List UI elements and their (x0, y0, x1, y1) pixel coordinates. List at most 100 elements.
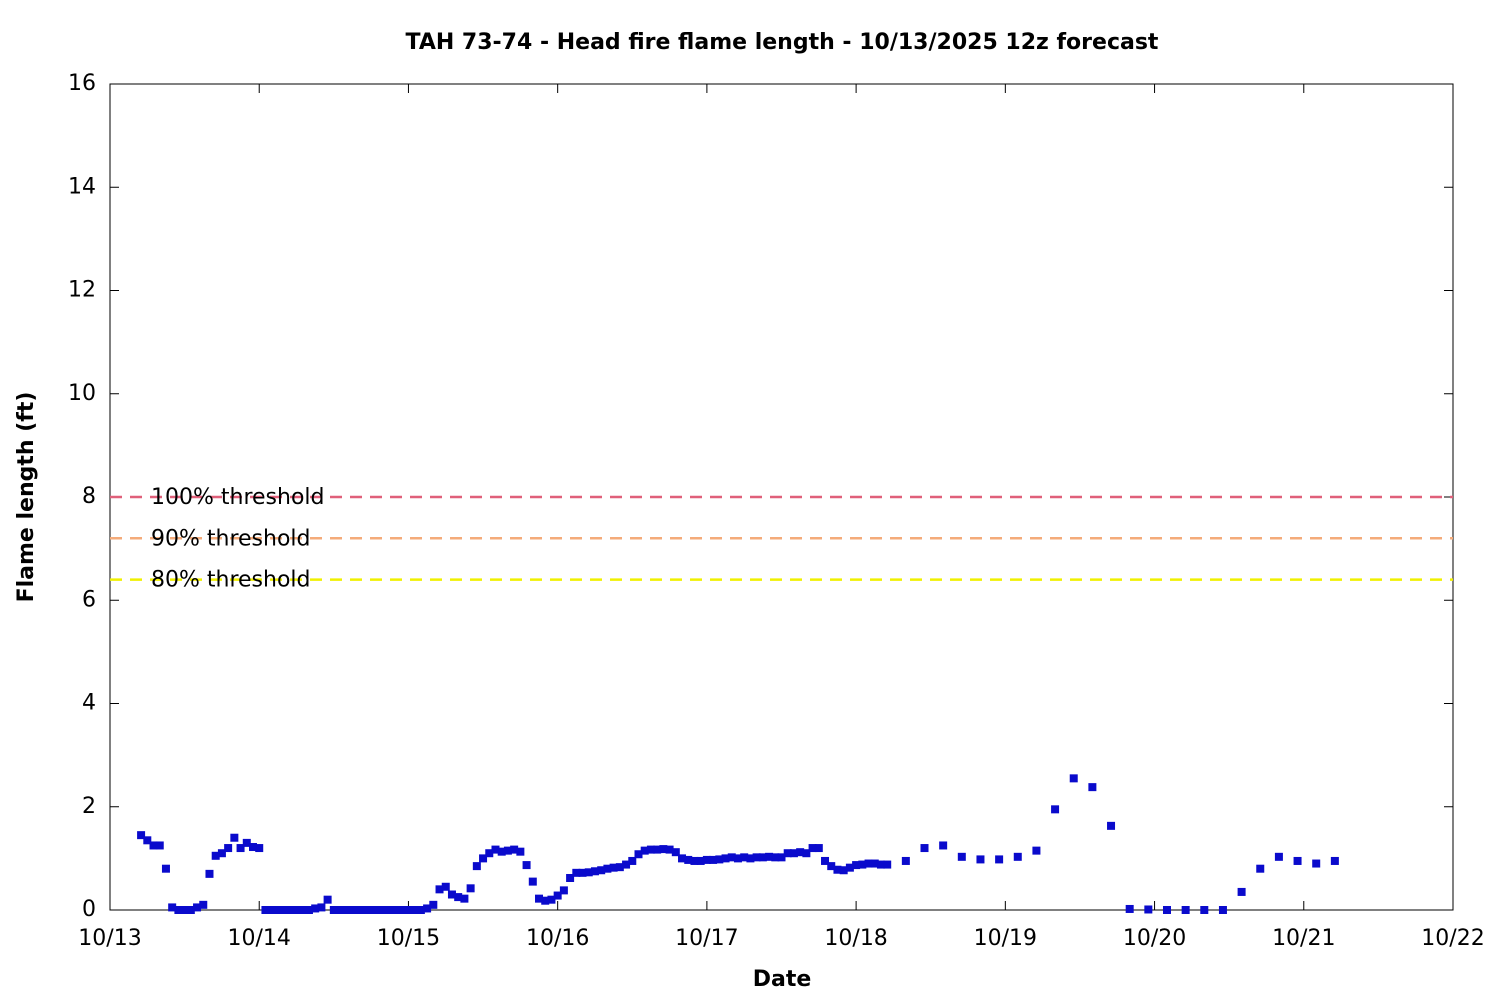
point (1032, 846, 1041, 855)
point (149, 841, 158, 850)
point (746, 854, 755, 863)
point (678, 854, 687, 863)
point (472, 862, 481, 871)
point (323, 895, 332, 904)
point (634, 850, 643, 859)
point (733, 854, 742, 863)
y-tick-label: 0 (82, 897, 96, 922)
x-tick-label: 10/20 (1123, 926, 1186, 951)
point (547, 895, 556, 904)
point (304, 906, 313, 914)
point (348, 906, 357, 914)
point (845, 863, 854, 872)
x-tick-label: 10/22 (1421, 926, 1484, 951)
point (379, 906, 388, 914)
point (360, 906, 369, 914)
point (466, 884, 475, 893)
point (883, 860, 892, 869)
point (827, 862, 836, 871)
point (541, 896, 550, 905)
point (298, 906, 307, 914)
point (957, 852, 966, 861)
point (690, 856, 699, 865)
point (584, 868, 593, 877)
point (410, 906, 419, 914)
point (211, 851, 220, 860)
point (758, 853, 767, 862)
threshold-label: 80% threshold (151, 568, 311, 593)
point (174, 906, 183, 914)
point (622, 860, 631, 869)
point (1293, 856, 1302, 865)
point (435, 885, 444, 894)
x-axis-title: Date (753, 967, 812, 992)
point (597, 866, 606, 875)
x-tick-label: 10/13 (78, 926, 141, 951)
point (354, 906, 363, 914)
point (255, 844, 264, 853)
point (1218, 906, 1227, 914)
x-tick-label: 10/15 (377, 926, 440, 951)
point (199, 900, 208, 909)
y-tick-label: 2 (82, 794, 96, 819)
y-tick-label: 10 (68, 381, 96, 406)
point (578, 868, 587, 877)
point (423, 904, 432, 913)
point (1013, 852, 1022, 861)
point (702, 855, 711, 864)
threshold-label: 90% threshold (151, 526, 311, 551)
point (137, 831, 146, 840)
point (976, 855, 985, 864)
point (497, 847, 506, 856)
point (901, 856, 910, 865)
point (771, 853, 780, 862)
point (783, 849, 792, 858)
point (628, 856, 637, 865)
point (1274, 852, 1283, 861)
point (839, 866, 848, 875)
point (317, 903, 326, 912)
point (292, 906, 301, 914)
point (416, 906, 425, 914)
point (242, 838, 251, 847)
point (460, 894, 469, 903)
y-tick-label: 4 (82, 691, 96, 716)
point (852, 861, 861, 870)
point (590, 867, 599, 876)
chart-title: TAH 73-74 - Head fire flame length - 10/… (406, 30, 1159, 55)
point (1237, 887, 1246, 896)
point (553, 891, 562, 900)
point (186, 906, 195, 914)
point (367, 906, 376, 914)
x-tick-label: 10/21 (1272, 926, 1335, 951)
point (920, 844, 929, 853)
point (715, 855, 724, 864)
x-tick-label: 10/18 (824, 926, 887, 951)
point (454, 893, 463, 902)
point (1330, 856, 1339, 865)
point (143, 836, 152, 845)
point (615, 863, 624, 872)
point (404, 906, 413, 914)
point (249, 843, 258, 852)
y-tick-label: 16 (68, 71, 96, 96)
point (821, 856, 830, 865)
threshold-label: 100% threshold (151, 485, 325, 510)
point (789, 849, 798, 858)
point (342, 906, 351, 914)
point (858, 860, 867, 869)
point (640, 846, 649, 855)
point (665, 845, 674, 854)
point (447, 890, 456, 899)
point (1125, 904, 1134, 913)
point (864, 859, 873, 868)
point (168, 903, 177, 912)
point (528, 877, 537, 886)
point (1256, 864, 1265, 873)
point (522, 861, 531, 870)
point (441, 882, 450, 891)
y-tick-label: 6 (82, 587, 96, 612)
point (236, 844, 245, 853)
point (684, 855, 693, 864)
